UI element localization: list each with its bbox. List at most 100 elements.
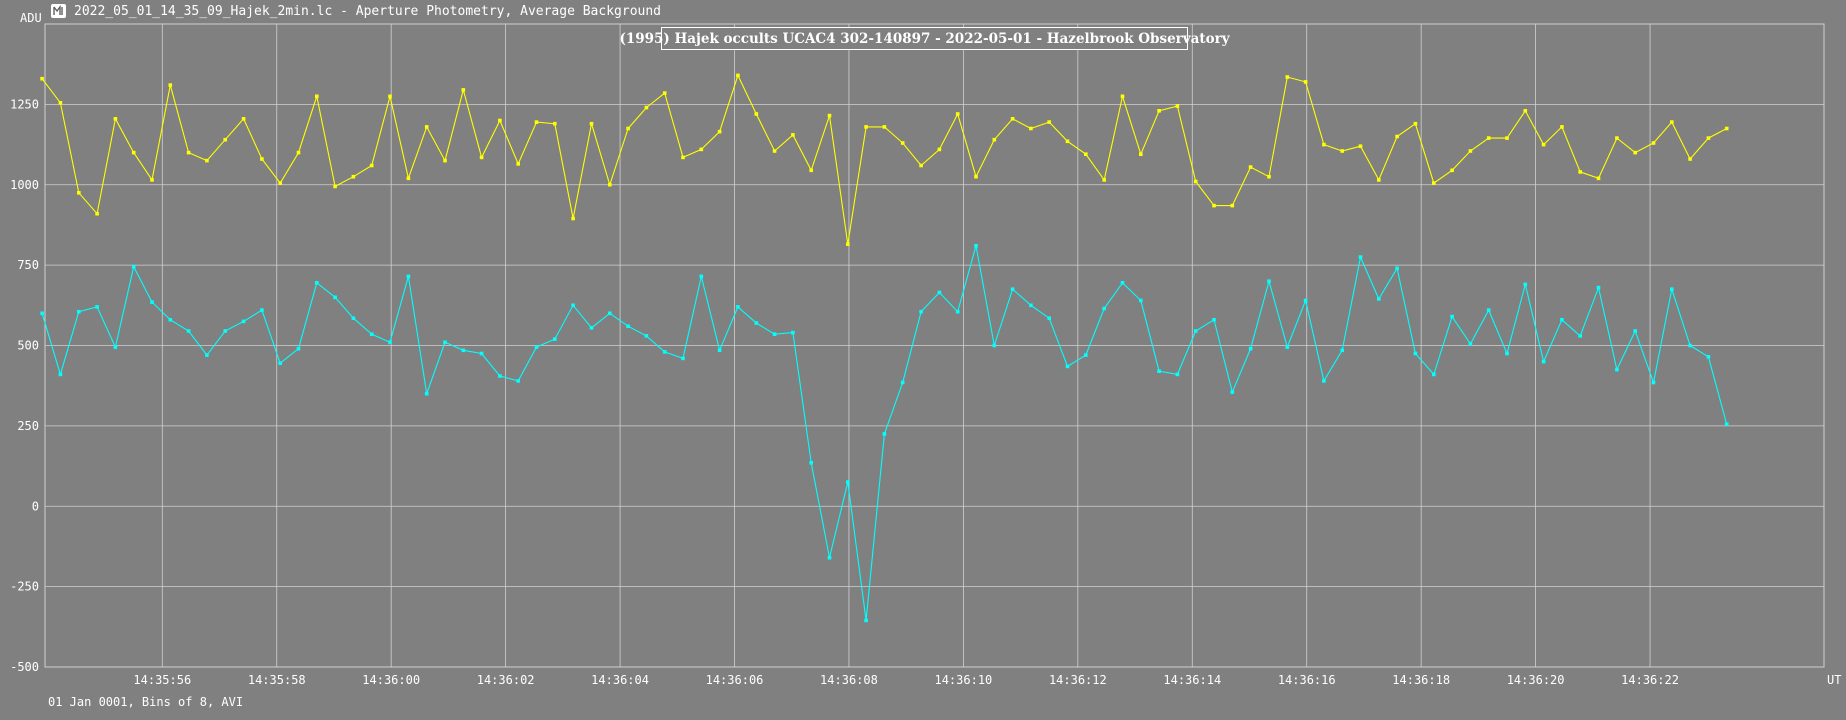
data-point (516, 162, 520, 166)
x-tick-label: 14:36:02 (477, 673, 535, 687)
x-tick-label: 14:36:00 (362, 673, 420, 687)
data-point (571, 303, 575, 308)
data-point (736, 73, 740, 78)
data-point (424, 125, 429, 129)
data-point (95, 305, 99, 309)
data-point (296, 346, 301, 351)
data-point (1065, 364, 1070, 369)
data-point (534, 345, 539, 349)
data-point (1432, 181, 1436, 185)
data-point (1560, 125, 1564, 129)
x-tick-label: 14:36:18 (1392, 673, 1450, 687)
data-point (1193, 179, 1198, 184)
data-point (864, 618, 868, 623)
data-point (1157, 369, 1161, 373)
data-point (1010, 287, 1015, 291)
data-point (1505, 136, 1509, 140)
data-point (1706, 355, 1711, 359)
data-point (1139, 152, 1143, 156)
data-point (388, 340, 392, 345)
data-point (1615, 136, 1619, 140)
data-point (1084, 152, 1088, 156)
y-tick-label: -500 (10, 660, 39, 674)
data-point (1175, 104, 1180, 108)
data-point (223, 329, 227, 333)
data-point (992, 343, 997, 348)
data-point (882, 125, 887, 129)
data-point (516, 379, 520, 383)
data-point (1010, 117, 1015, 121)
data-point (772, 332, 777, 336)
data-point (1322, 142, 1326, 147)
data-point (260, 308, 264, 312)
data-point (58, 372, 63, 377)
data-point (315, 94, 319, 99)
data-point (681, 356, 685, 361)
data-point (131, 264, 136, 269)
data-point (589, 326, 594, 330)
data-point (791, 133, 795, 137)
data-point (150, 178, 154, 182)
x-tick-label: 14:36:16 (1278, 673, 1336, 687)
data-point (351, 316, 356, 320)
data-point (479, 351, 484, 356)
data-point (608, 182, 612, 187)
data-point (534, 120, 539, 124)
x-tick-label: 14:36:08 (820, 673, 878, 687)
data-point (974, 174, 978, 179)
data-point (717, 129, 722, 134)
data-point (919, 309, 923, 314)
data-point (1432, 372, 1436, 377)
data-point (662, 350, 667, 354)
data-point (1303, 80, 1308, 84)
data-point (1688, 343, 1692, 348)
data-point (1523, 109, 1528, 113)
data-point (699, 274, 704, 279)
data-point (77, 191, 81, 195)
data-point (40, 76, 44, 81)
data-point (1724, 126, 1729, 131)
data-point (388, 94, 392, 99)
data-point (1120, 281, 1125, 285)
data-point (626, 324, 630, 328)
data-point (58, 101, 63, 105)
y-tick-label: 0 (32, 499, 39, 513)
x-tick-label: 14:36:10 (934, 673, 992, 687)
data-point (1413, 351, 1418, 356)
data-point (644, 334, 649, 338)
window-title-bar: 2022_05_01_14_35_09_Hajek_2min.lc - Aper… (0, 0, 1846, 22)
data-point (1267, 279, 1271, 283)
data-point (1157, 109, 1161, 113)
series-line (41, 73, 1727, 245)
data-point (131, 150, 136, 155)
data-point (443, 158, 447, 163)
data-point (1724, 422, 1729, 427)
data-point (95, 211, 99, 216)
data-point (1541, 142, 1546, 147)
data-point (424, 391, 429, 396)
data-point (608, 311, 612, 316)
data-point (809, 168, 813, 173)
data-point (241, 319, 246, 324)
data-point (699, 147, 704, 152)
data-point (772, 149, 777, 153)
data-point (937, 290, 942, 295)
data-point (296, 150, 301, 155)
data-point (333, 184, 337, 189)
data-point (278, 361, 282, 365)
data-point (406, 176, 411, 181)
data-point (553, 337, 557, 341)
x-tick-label: 14:35:58 (248, 673, 306, 687)
data-point (369, 163, 374, 168)
data-point (1578, 170, 1582, 174)
data-point (479, 155, 484, 160)
data-point (1248, 346, 1253, 351)
data-point (1047, 316, 1051, 320)
data-point (1212, 203, 1216, 208)
tangra-app-icon (51, 4, 66, 18)
data-point (315, 281, 319, 285)
data-point (1505, 351, 1509, 356)
data-point (626, 126, 630, 131)
data-point (827, 555, 832, 560)
data-point (1377, 297, 1381, 301)
